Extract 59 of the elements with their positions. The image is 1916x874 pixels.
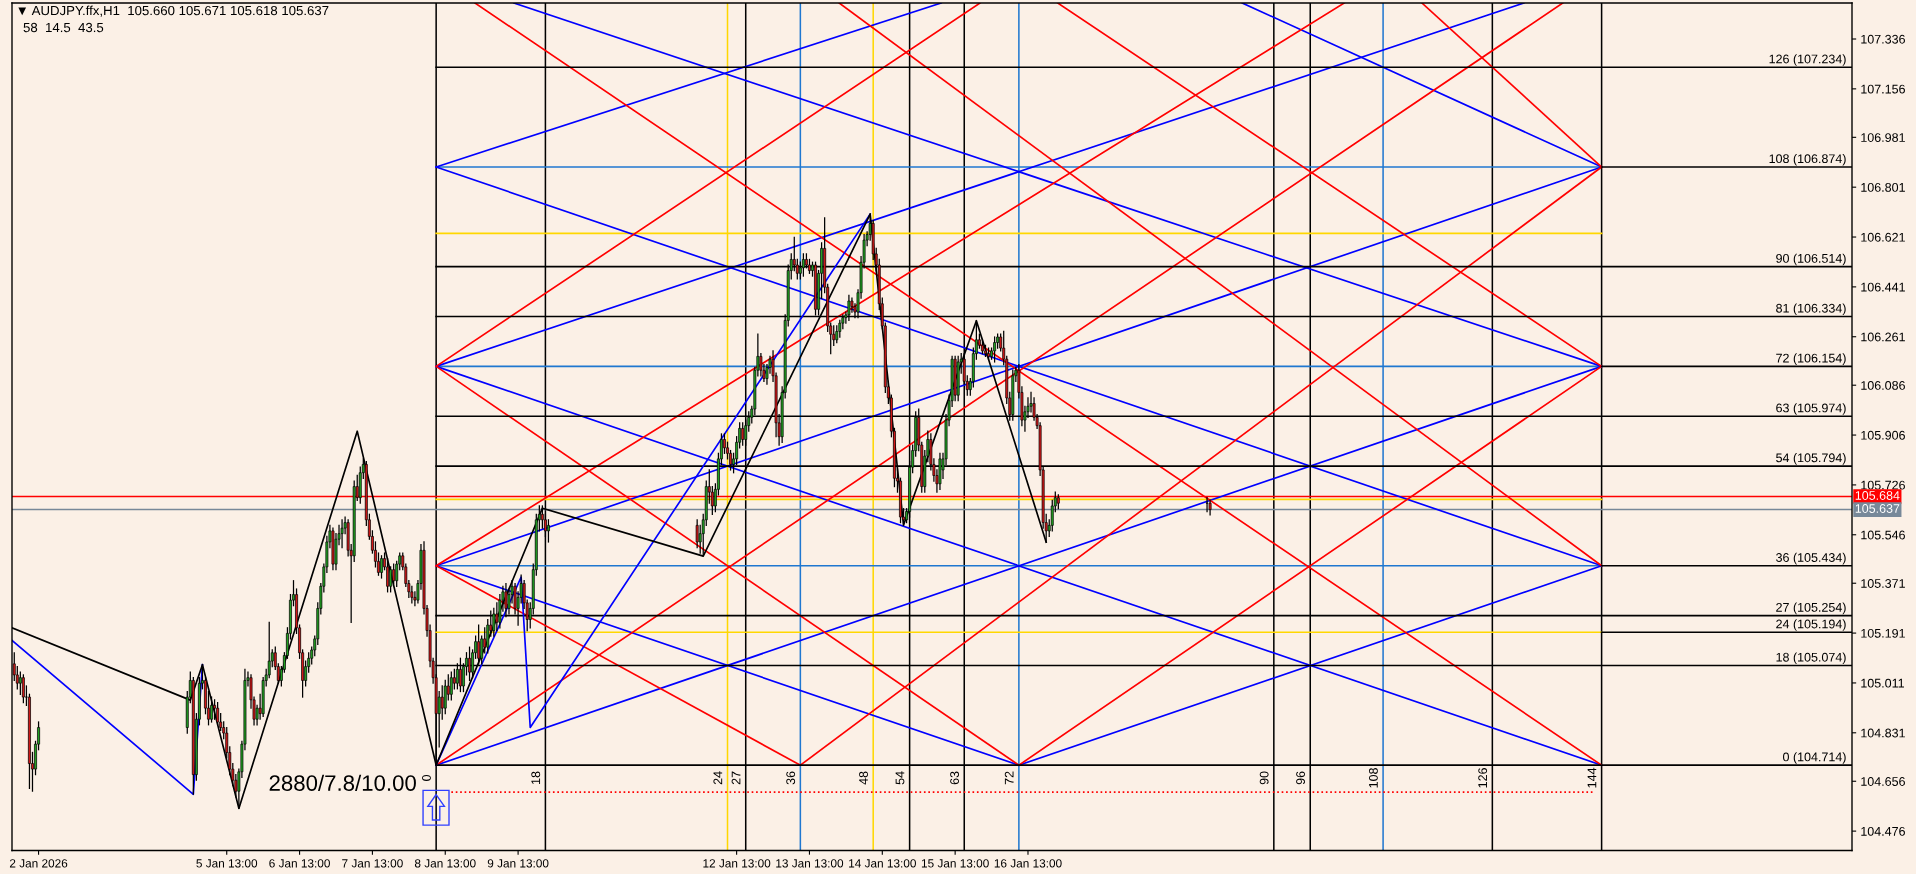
y-tick-label: 105.371	[1861, 579, 1905, 588]
x-tick-label: 7 Jan 13:00	[342, 859, 403, 868]
y-tick-label: 107.156	[1861, 84, 1905, 94]
x-tick-label: 12 Jan 13:00	[703, 859, 771, 868]
series-label: 72 (106.154)	[1776, 353, 1846, 365]
annotation: 63	[950, 771, 959, 785]
series-label: 90 (106.514)	[1776, 253, 1846, 266]
annotation: 2880/7.8/10.00	[269, 774, 416, 791]
series-label: 126 (107.234)	[1769, 54, 1846, 66]
annotation: 27	[731, 771, 741, 785]
annotation: 36	[786, 771, 796, 785]
chart-title: ▼ AUDJPY.ffx,H1 105.660 105.671 105.618 105.637	[18, 5, 329, 17]
series-label: 18 (105.074)	[1776, 652, 1846, 665]
y-tick-label: 105.191	[1861, 628, 1905, 638]
annotation: 72	[1004, 771, 1014, 785]
series-label: 24 (105.194)	[1776, 619, 1846, 631]
series-label: 36 (105.434)	[1776, 552, 1846, 565]
y-tick-label: 106.621	[1861, 232, 1905, 242]
annotation: 144	[1587, 767, 1597, 788]
ref-line-label: 105.637	[1855, 504, 1900, 513]
y-tick-label: 105.906	[1861, 430, 1905, 440]
y-tick-label: 106.981	[1861, 133, 1905, 142]
y-tick-label: 106.801	[1861, 182, 1905, 192]
annotation: 96	[1296, 771, 1305, 785]
text: 58 14.5 43.5	[23, 22, 104, 33]
annotation: 18	[531, 771, 541, 784]
y-tick-label: 104.831	[1861, 728, 1905, 738]
y-tick-label: 104.476	[1861, 826, 1905, 836]
x-tick-label: 2 Jan 2026	[9, 859, 68, 868]
series-label: 0 (104.714)	[1783, 752, 1846, 764]
x-tick-label: 15 Jan 13:00	[921, 859, 989, 868]
y-tick-label: 105.546	[1861, 530, 1905, 540]
ref-line-label: 105.684	[1855, 491, 1900, 500]
annotation: 90	[1259, 771, 1269, 785]
annotation: 54	[895, 771, 905, 785]
series-label: 54 (105.794)	[1776, 453, 1846, 465]
x-tick-label: 6 Jan 13:00	[269, 859, 330, 868]
y-tick-label: 104.656	[1861, 777, 1905, 786]
annotation: 0	[422, 774, 431, 781]
y-tick-label: 106.261	[1861, 332, 1905, 342]
y-tick-label: 107.336	[1861, 34, 1905, 44]
x-tick-label: 16 Jan 13:00	[994, 859, 1062, 868]
series-label: 63 (105.974)	[1776, 403, 1846, 415]
annotation: 126	[1478, 768, 1488, 788]
x-tick-label: 9 Jan 13:00	[487, 859, 549, 868]
x-tick-label: 8 Jan 13:00	[414, 859, 476, 868]
y-tick-label: 105.011	[1861, 678, 1904, 688]
x-tick-label: 14 Jan 13:00	[849, 859, 916, 868]
series-label: 108 (106.874)	[1769, 153, 1846, 166]
series-label: 27 (105.254)	[1776, 602, 1846, 615]
annotation: 24	[713, 771, 723, 785]
x-tick-label: 5 Jan 13:00	[196, 859, 258, 868]
series-label: 81 (106.334)	[1776, 303, 1846, 316]
y-tick-label: 105.726	[1861, 480, 1905, 490]
y-tick-label: 106.086	[1861, 381, 1905, 390]
x-tick-label: 13 Jan 13:00	[776, 859, 844, 868]
annotation: 48	[859, 771, 868, 785]
annotation: 108	[1368, 768, 1378, 788]
y-tick-label: 106.441	[1861, 282, 1905, 292]
